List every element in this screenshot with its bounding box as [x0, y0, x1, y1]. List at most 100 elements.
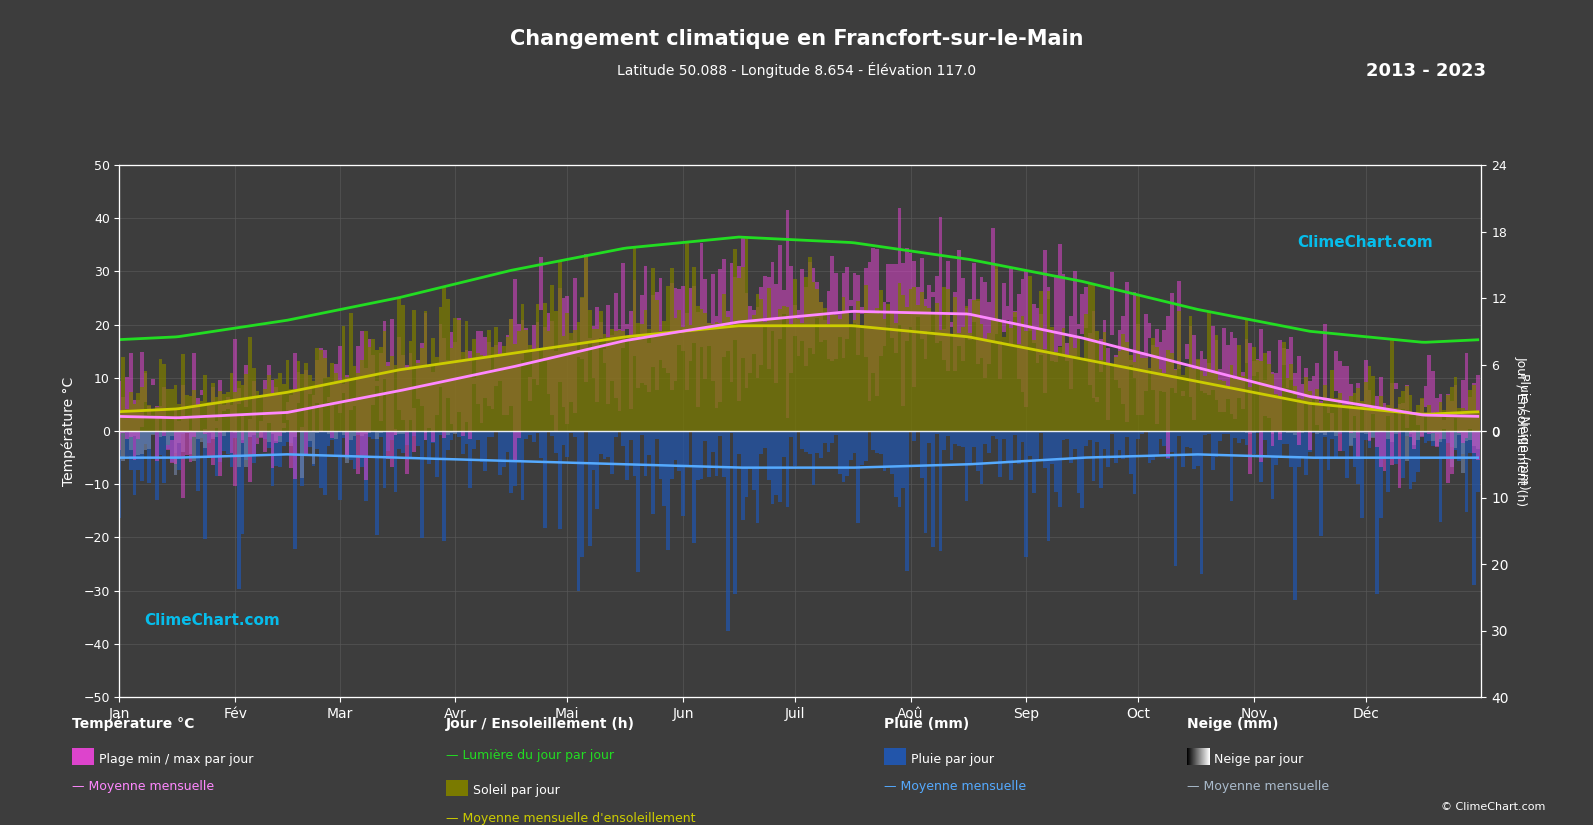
Bar	[1431, 371, 1435, 433]
Bar	[1289, 431, 1294, 433]
Bar	[126, 376, 129, 439]
Bar	[151, 431, 155, 434]
Bar	[401, 431, 405, 434]
Text: 2013 - 2023: 2013 - 2023	[1365, 62, 1486, 80]
Bar	[1027, 326, 1032, 331]
Bar	[1327, 408, 1330, 412]
Bar	[516, 331, 521, 431]
Bar	[215, 431, 218, 436]
Bar	[307, 431, 312, 441]
Bar	[1402, 391, 1405, 431]
Bar	[285, 431, 290, 442]
Bar	[830, 431, 835, 443]
Bar	[827, 291, 830, 359]
Bar	[341, 326, 346, 431]
Bar	[838, 311, 841, 337]
Bar	[771, 262, 774, 331]
Bar	[569, 340, 573, 403]
Bar	[129, 431, 132, 450]
Bar	[999, 321, 1002, 431]
Bar	[1118, 431, 1121, 450]
Bar	[897, 431, 902, 507]
Bar	[1408, 431, 1413, 434]
Bar	[472, 431, 476, 449]
Bar	[148, 431, 151, 483]
Bar	[954, 431, 957, 444]
Bar	[438, 324, 443, 387]
Bar	[1099, 431, 1102, 488]
Bar	[916, 304, 919, 431]
Bar	[1177, 281, 1180, 370]
Bar	[323, 351, 327, 378]
Bar	[360, 431, 363, 468]
Bar	[166, 445, 170, 450]
Bar	[551, 321, 554, 415]
Bar	[860, 308, 863, 314]
Bar	[677, 431, 682, 471]
Bar	[808, 262, 812, 347]
Bar	[1141, 358, 1144, 431]
Bar	[374, 351, 379, 431]
Bar	[1091, 431, 1096, 481]
Bar	[935, 431, 938, 434]
Bar	[1419, 398, 1424, 431]
Bar	[241, 431, 244, 440]
Bar	[341, 431, 346, 436]
Bar	[1032, 304, 1035, 343]
Bar	[879, 314, 883, 356]
Bar	[390, 318, 393, 467]
Bar	[330, 382, 335, 438]
Bar	[185, 417, 188, 455]
Bar	[1039, 291, 1043, 431]
Bar	[919, 431, 924, 478]
Bar	[371, 431, 374, 439]
Text: Température °C: Température °C	[72, 716, 194, 731]
Bar	[1266, 431, 1271, 456]
Bar	[1114, 431, 1118, 463]
Bar	[988, 431, 991, 453]
Bar	[596, 329, 599, 431]
Bar	[1074, 271, 1077, 356]
Bar	[148, 431, 151, 449]
Bar	[1352, 431, 1357, 468]
Bar	[1442, 421, 1446, 429]
Bar	[1085, 286, 1088, 328]
Bar	[763, 431, 766, 449]
Bar	[1282, 348, 1286, 365]
Bar	[1472, 431, 1475, 446]
Bar	[244, 365, 249, 407]
Bar	[718, 323, 722, 431]
Bar	[707, 323, 710, 346]
Bar	[282, 431, 285, 433]
Bar	[752, 314, 755, 431]
Bar	[162, 431, 166, 433]
Bar	[1438, 431, 1442, 521]
Bar	[591, 326, 596, 378]
Bar	[816, 431, 819, 454]
Bar	[435, 431, 438, 477]
Bar	[1458, 431, 1461, 435]
Bar	[1249, 387, 1252, 431]
Bar	[558, 288, 562, 382]
Bar	[1222, 328, 1227, 412]
Bar	[1453, 385, 1458, 418]
Bar	[883, 303, 886, 346]
Bar	[613, 431, 618, 437]
Bar	[1163, 330, 1166, 393]
Bar	[927, 431, 930, 444]
Bar	[274, 431, 279, 441]
Bar	[249, 431, 252, 437]
Bar	[1274, 374, 1278, 431]
Bar	[1203, 359, 1207, 393]
Bar	[140, 431, 143, 454]
Bar	[977, 299, 980, 431]
Bar	[529, 345, 532, 431]
Bar	[221, 405, 226, 411]
Bar	[1249, 343, 1252, 474]
Bar	[260, 395, 263, 431]
Bar	[1099, 360, 1102, 431]
Bar	[1364, 360, 1368, 431]
Bar	[413, 310, 416, 431]
Bar	[1002, 431, 1005, 439]
Bar	[465, 431, 468, 444]
